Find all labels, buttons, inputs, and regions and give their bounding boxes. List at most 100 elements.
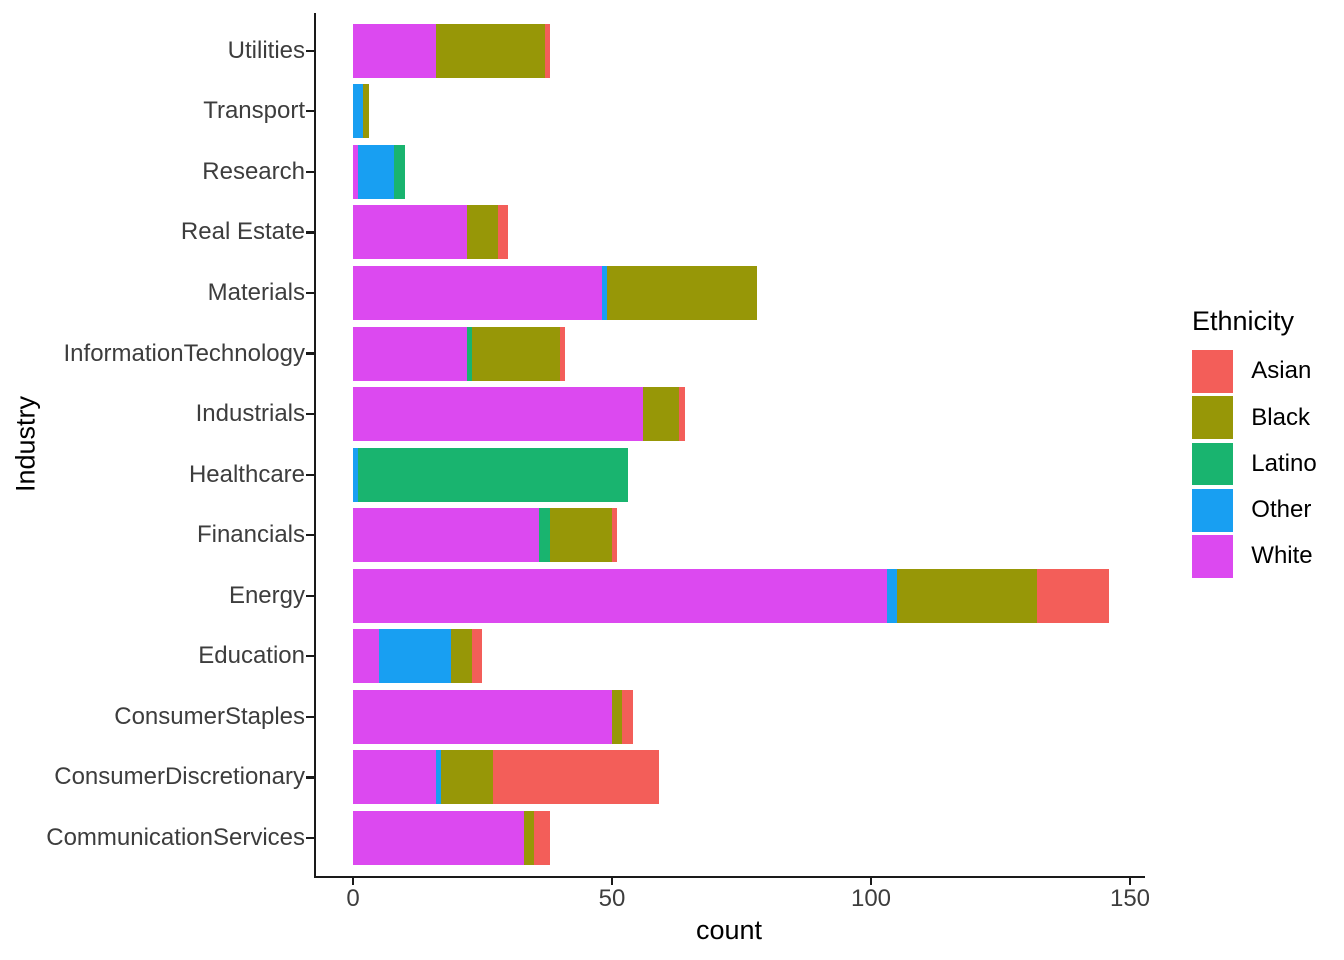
legend-label: Black	[1251, 403, 1310, 431]
bar-segment-other	[378, 629, 452, 684]
legend-label: Asian	[1251, 357, 1312, 385]
bar-segment-latino	[466, 326, 473, 381]
legend-swatch-other	[1192, 488, 1234, 532]
bar-segment-asian	[498, 205, 509, 260]
legend-label: Other	[1251, 496, 1312, 524]
y-tick	[306, 655, 314, 658]
x-tick	[610, 878, 614, 886]
bar-segment-white	[353, 387, 644, 442]
bar-segment-latino	[539, 508, 550, 563]
bar-segment-white	[353, 750, 436, 805]
bar-segment-white	[353, 144, 359, 199]
bar-segment-white	[353, 266, 602, 320]
bar-segment-asian	[612, 508, 618, 563]
bar-segment-black	[549, 508, 612, 563]
legend-swatch-white	[1192, 535, 1234, 578]
y-tick	[306, 231, 314, 234]
bar-segment-white	[353, 689, 612, 744]
legend-label: Latino	[1251, 449, 1317, 477]
bar-segment-black	[363, 84, 369, 139]
x-axis-line	[313, 875, 1145, 879]
legend-item-black: Black	[1192, 396, 1317, 439]
y-tick	[306, 776, 314, 779]
y-tick	[306, 715, 314, 718]
bar-segment-other	[435, 750, 442, 805]
bar-segment-asian	[544, 23, 550, 78]
y-tick	[306, 352, 314, 355]
y-tick	[306, 49, 314, 52]
y-axis-category-label: CommunicationServices	[46, 823, 305, 851]
bar-segment-latino	[358, 447, 628, 502]
y-axis-category-label: Financials	[196, 521, 305, 549]
legend-item-other: Other	[1192, 488, 1317, 532]
bar-segment-latino	[394, 144, 405, 199]
bar-segment-white	[353, 629, 379, 684]
legend-label: White	[1251, 542, 1313, 570]
bar-segment-white	[353, 205, 467, 260]
bar-segment-asian	[1036, 568, 1110, 623]
x-tick	[351, 878, 355, 886]
y-tick	[306, 412, 314, 416]
legend-title: Ethnicity	[1192, 306, 1295, 336]
bar-segment-white	[353, 810, 524, 865]
bar-segment-asian	[560, 326, 566, 381]
x-tick	[869, 878, 873, 886]
y-tick	[306, 110, 314, 113]
bar-segment-white	[353, 568, 887, 623]
y-axis-category-label: Real Estate	[180, 218, 305, 246]
y-tick	[306, 291, 314, 295]
bar-segment-black	[451, 629, 473, 684]
legend-swatch-latino	[1192, 442, 1234, 486]
y-axis-category-label: ConsumerDiscretionary	[54, 763, 305, 791]
y-axis-title: Industry	[10, 395, 41, 493]
bar-segment-white	[353, 23, 436, 78]
y-axis-line	[313, 13, 316, 879]
bar-segment-asian	[492, 750, 659, 805]
bar-segment-black	[441, 750, 493, 805]
bar-segment-asian	[534, 810, 550, 865]
bar-segment-asian	[472, 629, 483, 684]
y-axis-category-label: Utilities	[227, 36, 305, 64]
y-axis-category-label: Healthcare	[188, 460, 305, 488]
bar-segment-black	[643, 387, 680, 442]
y-tick	[306, 534, 314, 537]
legend-item-latino: Latino	[1192, 442, 1317, 486]
legend-item-asian: Asian	[1192, 350, 1317, 393]
bar-segment-black	[612, 689, 623, 744]
x-axis-tick-label: 50	[598, 884, 626, 912]
bar-segment-white	[353, 508, 540, 563]
bar-segment-black	[523, 810, 535, 865]
y-axis-category-label: Materials	[207, 279, 305, 306]
y-axis-category-label: Research	[202, 157, 305, 185]
y-tick	[306, 836, 314, 840]
bar-segment-black	[466, 205, 499, 260]
bar-segment-black	[435, 23, 545, 78]
y-axis-category-label: Industrials	[195, 400, 305, 428]
y-axis-category-label: Energy	[228, 581, 305, 609]
legend-swatch-asian	[1192, 350, 1234, 393]
bar-segment-asian	[622, 689, 633, 744]
y-axis-category-label: Transport	[203, 97, 305, 125]
legend-swatch-black	[1192, 396, 1234, 439]
legend-item-white: White	[1192, 535, 1317, 578]
y-axis-category-label: InformationTechnology	[63, 339, 305, 367]
legend: Ethnicity Asian Black Latino Other White	[1192, 306, 1317, 581]
bar-segment-black	[606, 266, 758, 320]
bar-segment-other	[601, 266, 607, 320]
y-axis-category-label: Education	[198, 642, 305, 670]
bar-segment-other	[358, 144, 395, 199]
bar-segment-black	[472, 326, 561, 381]
y-tick	[306, 473, 314, 476]
y-axis-category-label: ConsumerStaples	[114, 702, 305, 730]
bar-segment-other	[353, 447, 359, 502]
y-tick	[306, 170, 314, 174]
bar-segment-black	[896, 568, 1037, 623]
bar-segment-white	[353, 326, 467, 381]
bar-segment-other	[353, 84, 364, 139]
x-axis-tick-label: 0	[346, 884, 360, 912]
y-tick	[306, 594, 314, 597]
x-axis-title: count	[695, 915, 763, 945]
x-axis-tick-label: 100	[850, 884, 892, 912]
x-tick	[1128, 878, 1132, 886]
